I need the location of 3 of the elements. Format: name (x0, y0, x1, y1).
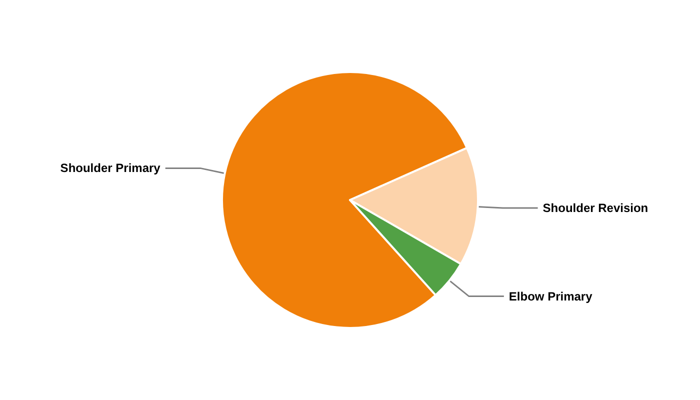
slice-label: Elbow Primary (508, 289, 593, 304)
slice-label: Shoulder Revision (542, 201, 648, 216)
slice-label: Shoulder Primary (60, 161, 161, 176)
